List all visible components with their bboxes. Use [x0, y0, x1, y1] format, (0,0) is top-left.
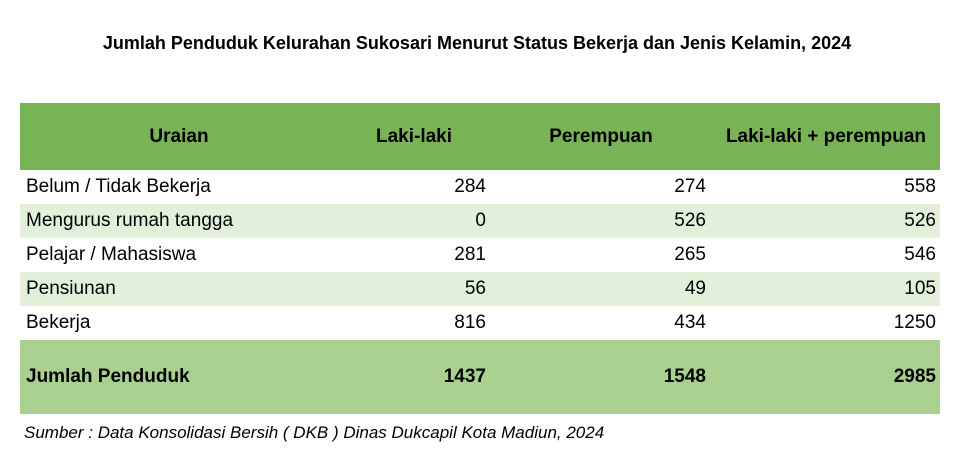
number-cell: 816 [454, 312, 486, 333]
number-cell: 105 [710, 272, 940, 306]
number-cell: 434 [674, 312, 706, 333]
number-cell: 0 [336, 204, 490, 238]
number-cell: 526 [710, 204, 940, 238]
total-number-cell: 2985 [710, 340, 940, 414]
table-body: Belum / Tidak Bekerja 284 274 558 Mengurus r… [20, 170, 940, 340]
number-cell: 56 [336, 272, 490, 306]
table-row: Bekerja 816 434 1250 [20, 306, 940, 340]
number-cell: 274 [674, 176, 706, 197]
population-table: Uraian Laki-laki Perempuan Laki-laki + pere… [20, 103, 940, 414]
table-row: Pensiunan 56 49 105 [20, 272, 940, 306]
header-cell: Uraian [20, 103, 336, 170]
total-number-cell: 1548 [490, 340, 710, 414]
header-row: Uraian Laki-laki Perempuan Laki-laki + pere… [20, 103, 940, 170]
title: Jumlah Penduduk Kelurahan Sukosari Menur… [102, 33, 852, 53]
table-row: Belum / Tidak Bekerja 284 274 558 [20, 170, 940, 204]
label-cell: Pensiunan [20, 272, 336, 306]
total-row: Jumlah Penduduk 1437 1548 2985 [20, 340, 940, 414]
label-cell: Pelajar / Mahasiswa [26, 244, 197, 265]
number-cell: 281 [454, 244, 486, 265]
header-cell: Laki-laki [336, 103, 490, 170]
header-cell: Perempuan [490, 103, 710, 170]
label-cell: Bekerja [26, 312, 91, 333]
number-cell: 526 [490, 204, 710, 238]
total-number-cell: 1437 [336, 340, 490, 414]
number-cell: 49 [490, 272, 710, 306]
table-row: Mengurus rumah tangga 0 526 526 [20, 204, 940, 238]
total-label-cell: Jumlah Penduduk [20, 340, 336, 414]
label-cell: Mengurus rumah tangga [20, 204, 336, 238]
number-cell: 546 [904, 244, 936, 265]
number-cell: 558 [904, 176, 936, 197]
label-cell: Belum / Tidak Bekerja [26, 176, 211, 197]
number-cell: 1250 [893, 312, 936, 333]
number-cell: 284 [454, 176, 486, 197]
number-cell: 265 [674, 244, 706, 265]
table-row: Pelajar / Mahasiswa 281 265 546 [20, 238, 940, 272]
source-note: Sumber : Data Konsolidasi Bersih ( DKB )… [24, 423, 605, 442]
header-cell: Laki-laki + perempuan [710, 103, 940, 170]
